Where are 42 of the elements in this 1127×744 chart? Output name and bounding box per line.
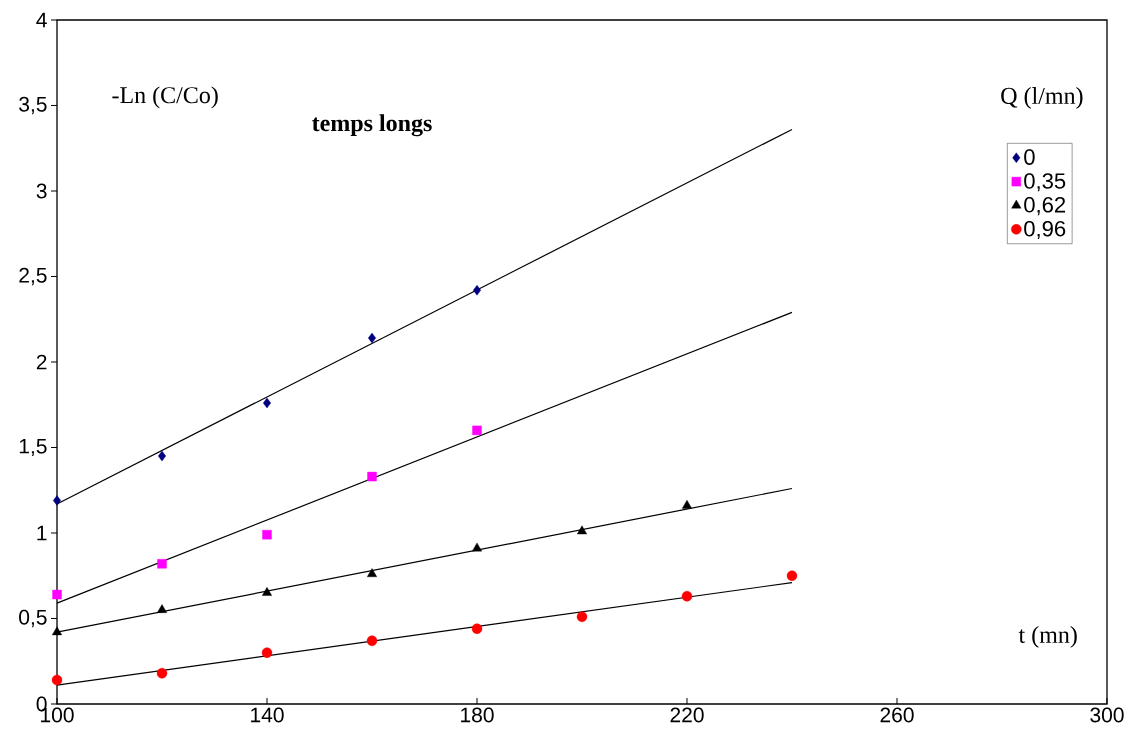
- point: [157, 604, 167, 613]
- text: temps longs: [312, 114, 432, 137]
- point: [261, 647, 273, 658]
- legend-label: 0,96: [1024, 220, 1066, 240]
- point: [156, 668, 168, 679]
- y-tick-label: 1,5: [19, 438, 47, 457]
- point: [577, 525, 587, 535]
- y-tick-label: 1: [37, 525, 47, 541]
- point: [53, 495, 61, 506]
- point: [51, 674, 63, 686]
- point: [262, 587, 272, 596]
- y-axis-title: -Ln (C/Co): [112, 86, 218, 109]
- y-tick-label: 3: [36, 183, 47, 199]
- x-axis-title: t (mn): [1018, 626, 1077, 648]
- legend-label: 0,35: [1024, 173, 1066, 192]
- point: [367, 471, 377, 482]
- x-tick-label: 260: [880, 707, 914, 723]
- point: [786, 570, 798, 581]
- point: [681, 591, 693, 602]
- y-tick-label: 3,5: [19, 96, 47, 115]
- point: [366, 635, 378, 646]
- y-tick-label: 4: [36, 12, 47, 28]
- point: [262, 530, 272, 540]
- x-tick-label: 140: [251, 707, 284, 723]
- x-tick-label: 220: [670, 707, 704, 723]
- point: [682, 499, 692, 509]
- legend-label: 0: [1024, 149, 1035, 165]
- legend-title: Q (l/mn): [1001, 87, 1083, 109]
- point: [52, 589, 62, 600]
- point: [367, 568, 377, 577]
- y-tick-label: 2: [36, 354, 47, 370]
- legend-label: 0,62: [1024, 197, 1066, 216]
- x-tick-label: 300: [1090, 707, 1124, 723]
- point: [157, 559, 167, 569]
- point: [471, 623, 483, 634]
- y-tick-label: 2,5: [19, 267, 47, 286]
- y-tick-label: 0,5: [19, 609, 47, 628]
- point: [52, 626, 62, 636]
- point: [472, 542, 482, 552]
- x-tick-label: 180: [461, 707, 494, 723]
- point: [576, 611, 588, 622]
- point: [472, 425, 482, 436]
